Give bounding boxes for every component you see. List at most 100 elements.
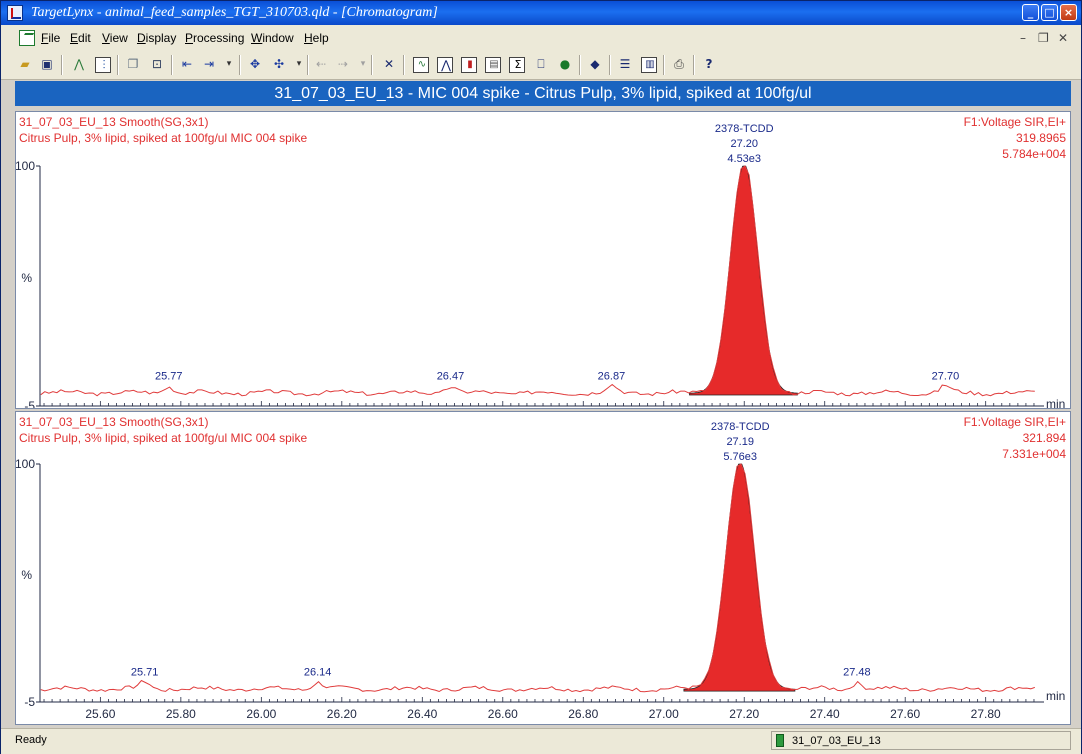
mdi-restore-button[interactable]: ❐ [1038, 31, 1049, 45]
chromatogram-banner: 31_07_03_EU_13 - MIC 004 spike - Citrus … [15, 81, 1071, 106]
spectrum-icon[interactable]: ⫶ [95, 57, 111, 73]
save-icon[interactable]: ▣ [41, 57, 53, 71]
channel-info-line-3: 7.331e+004 [1002, 447, 1066, 461]
noise-peak-label: 25.77 [155, 370, 183, 382]
print-icon[interactable]: ⎙ [674, 57, 684, 71]
toolbar-separator [579, 55, 581, 75]
x-tick-label: 25.80 [166, 707, 196, 721]
help-icon[interactable]: ? [705, 57, 713, 71]
toolbar-separator [403, 55, 405, 75]
x-tick-label: 26.60 [488, 707, 518, 721]
y-tick-label-100: 100 [16, 457, 35, 471]
undo-range-icon[interactable]: ⇠ [315, 57, 327, 71]
columns-icon[interactable]: ▥ [641, 57, 657, 73]
y-axis-label: % [21, 271, 32, 285]
dropdown-icon[interactable]: ▾ [360, 59, 366, 69]
y-tick-label-minus5: -5 [24, 695, 35, 709]
minimize-button[interactable]: _ [1022, 4, 1039, 21]
table-icon[interactable]: ▤ [485, 57, 501, 73]
peak-area-label: 5.76e3 [723, 451, 757, 463]
sum-icon[interactable]: Σ [509, 57, 525, 73]
chromatogram-plot-bottom[interactable]: 31_07_03_EU_13 Smooth(SG,3x1) Citrus Pulp… [16, 412, 1070, 724]
document-icon[interactable] [19, 30, 35, 46]
toolbar-separator [61, 55, 63, 75]
peak-fill-2378-tcdd [683, 463, 796, 692]
chromatogram-icon[interactable]: ∿ [413, 57, 429, 73]
redo-range-icon[interactable]: ⇢ [337, 57, 349, 71]
bar-chart-icon[interactable]: ▮ [461, 57, 477, 73]
x-tick-label: 27.80 [971, 707, 1001, 721]
y-axis-label: % [21, 568, 32, 582]
dropdown-icon[interactable]: ▾ [226, 59, 232, 69]
chromatogram-panel-bottom[interactable]: 31_07_03_EU_13 Smooth(SG,3x1) Citrus Pulp… [15, 411, 1071, 725]
x-tick-label: 27.40 [810, 707, 840, 721]
mdi-minimize-button[interactable]: – [1020, 31, 1026, 45]
mdi-close-button[interactable]: ✕ [1058, 31, 1069, 45]
x-tick-label: 26.80 [568, 707, 598, 721]
dropdown-icon[interactable]: ▾ [296, 59, 302, 69]
close-button[interactable]: × [1060, 4, 1077, 21]
toolbar: ▰ ▣ ⋀ ⫶ ❐ ⊡ ⇤ ⇥ ▾ ✥ ✣ ▾ ⇠ ⇢ ▾ ✕ ∿ ⋀ ▮ ▤ … [1, 51, 1081, 80]
stack-icon[interactable]: ◆ [590, 57, 600, 71]
peak-view-icon[interactable]: ⋀ [437, 57, 453, 73]
chromatogram-trace [40, 463, 1035, 693]
maximize-button[interactable]: □ [1041, 4, 1058, 21]
toolbar-separator [663, 55, 665, 75]
menu-processing[interactable]: Processing [185, 31, 245, 45]
x-tick-label: 27.60 [890, 707, 920, 721]
noise-peak-label: 26.47 [437, 370, 465, 382]
y-tick-label-100: 100 [16, 159, 35, 173]
peak-rt-label: 27.19 [726, 436, 754, 448]
peak-area-label: 4.53e3 [727, 153, 761, 165]
menu-help[interactable]: Help [304, 31, 329, 45]
toolbar-separator [117, 55, 119, 75]
toolbar-separator [171, 55, 173, 75]
toolbar-separator [239, 55, 241, 75]
window-title: TargetLynx - animal_feed_samples_TGT_310… [31, 5, 438, 20]
menu-bar: File Edit View Display Processing Window… [1, 25, 1081, 52]
peak-fill-2378-tcdd [689, 165, 798, 396]
menu-file[interactable]: File [41, 31, 61, 45]
book-icon[interactable]: ⎕ [537, 57, 545, 71]
app-icon[interactable] [7, 5, 23, 21]
trace-header-line-1: 31_07_03_EU_13 Smooth(SG,3x1) [19, 115, 208, 129]
peak-icon[interactable]: ⋀ [74, 57, 84, 71]
title-bar[interactable]: TargetLynx - animal_feed_samples_TGT_310… [1, 1, 1081, 25]
pan-icon[interactable]: ✣ [273, 57, 285, 71]
status-sample-pane: 31_07_03_EU_13 [771, 731, 1071, 750]
channel-info-line-1: F1:Voltage SIR,EI+ [964, 115, 1066, 129]
x-tick-label: 26.40 [407, 707, 437, 721]
menu-edit[interactable]: Edit [70, 31, 91, 45]
x-tick-label: 27.20 [729, 707, 759, 721]
x-minor-ticks [43, 697, 1035, 702]
toolbar-separator [693, 55, 695, 75]
trace-header-line-1: 31_07_03_EU_13 Smooth(SG,3x1) [19, 415, 208, 429]
menu-display[interactable]: Display [137, 31, 177, 45]
peak-rt-label: 27.20 [730, 138, 758, 150]
x-tick-label: 27.00 [649, 707, 679, 721]
zoom-icon[interactable]: ✥ [249, 57, 261, 71]
trace-header-line-2: Citrus Pulp, 3% lipid, spiked at 100fg/u… [19, 131, 307, 145]
x-minor-ticks [43, 401, 1035, 406]
globe-icon[interactable]: ● [559, 57, 571, 71]
move-left-icon[interactable]: ⇤ [181, 57, 193, 71]
channel-info-line-2: 321.894 [1023, 431, 1067, 445]
menu-view[interactable]: View [102, 31, 128, 45]
chromatogram-panel-top[interactable]: 31_07_03_EU_13 Smooth(SG,3x1) Citrus Pulp… [15, 111, 1071, 409]
display-icon[interactable]: ⊡ [151, 57, 163, 71]
copy-icon[interactable]: ❐ [127, 57, 139, 71]
status-bar: Ready 31_07_03_EU_13 [1, 728, 1081, 754]
cross-icon[interactable]: ✕ [383, 57, 395, 71]
sample-icon [776, 734, 784, 747]
chromatogram-plot-top[interactable]: 31_07_03_EU_13 Smooth(SG,3x1) Citrus Pulp… [16, 112, 1070, 408]
noise-peak-label: 26.14 [304, 667, 332, 679]
x-axis-unit-label: min [1046, 397, 1065, 408]
y-tick-label-minus5: -5 [24, 399, 35, 408]
move-right-icon[interactable]: ⇥ [203, 57, 215, 71]
menu-window[interactable]: Window [251, 31, 294, 45]
rows-icon[interactable]: ☰ [619, 57, 631, 71]
status-sample-name: 31_07_03_EU_13 [792, 735, 881, 747]
open-folder-icon[interactable]: ▰ [20, 57, 30, 71]
noise-peak-label: 25.71 [131, 667, 159, 679]
